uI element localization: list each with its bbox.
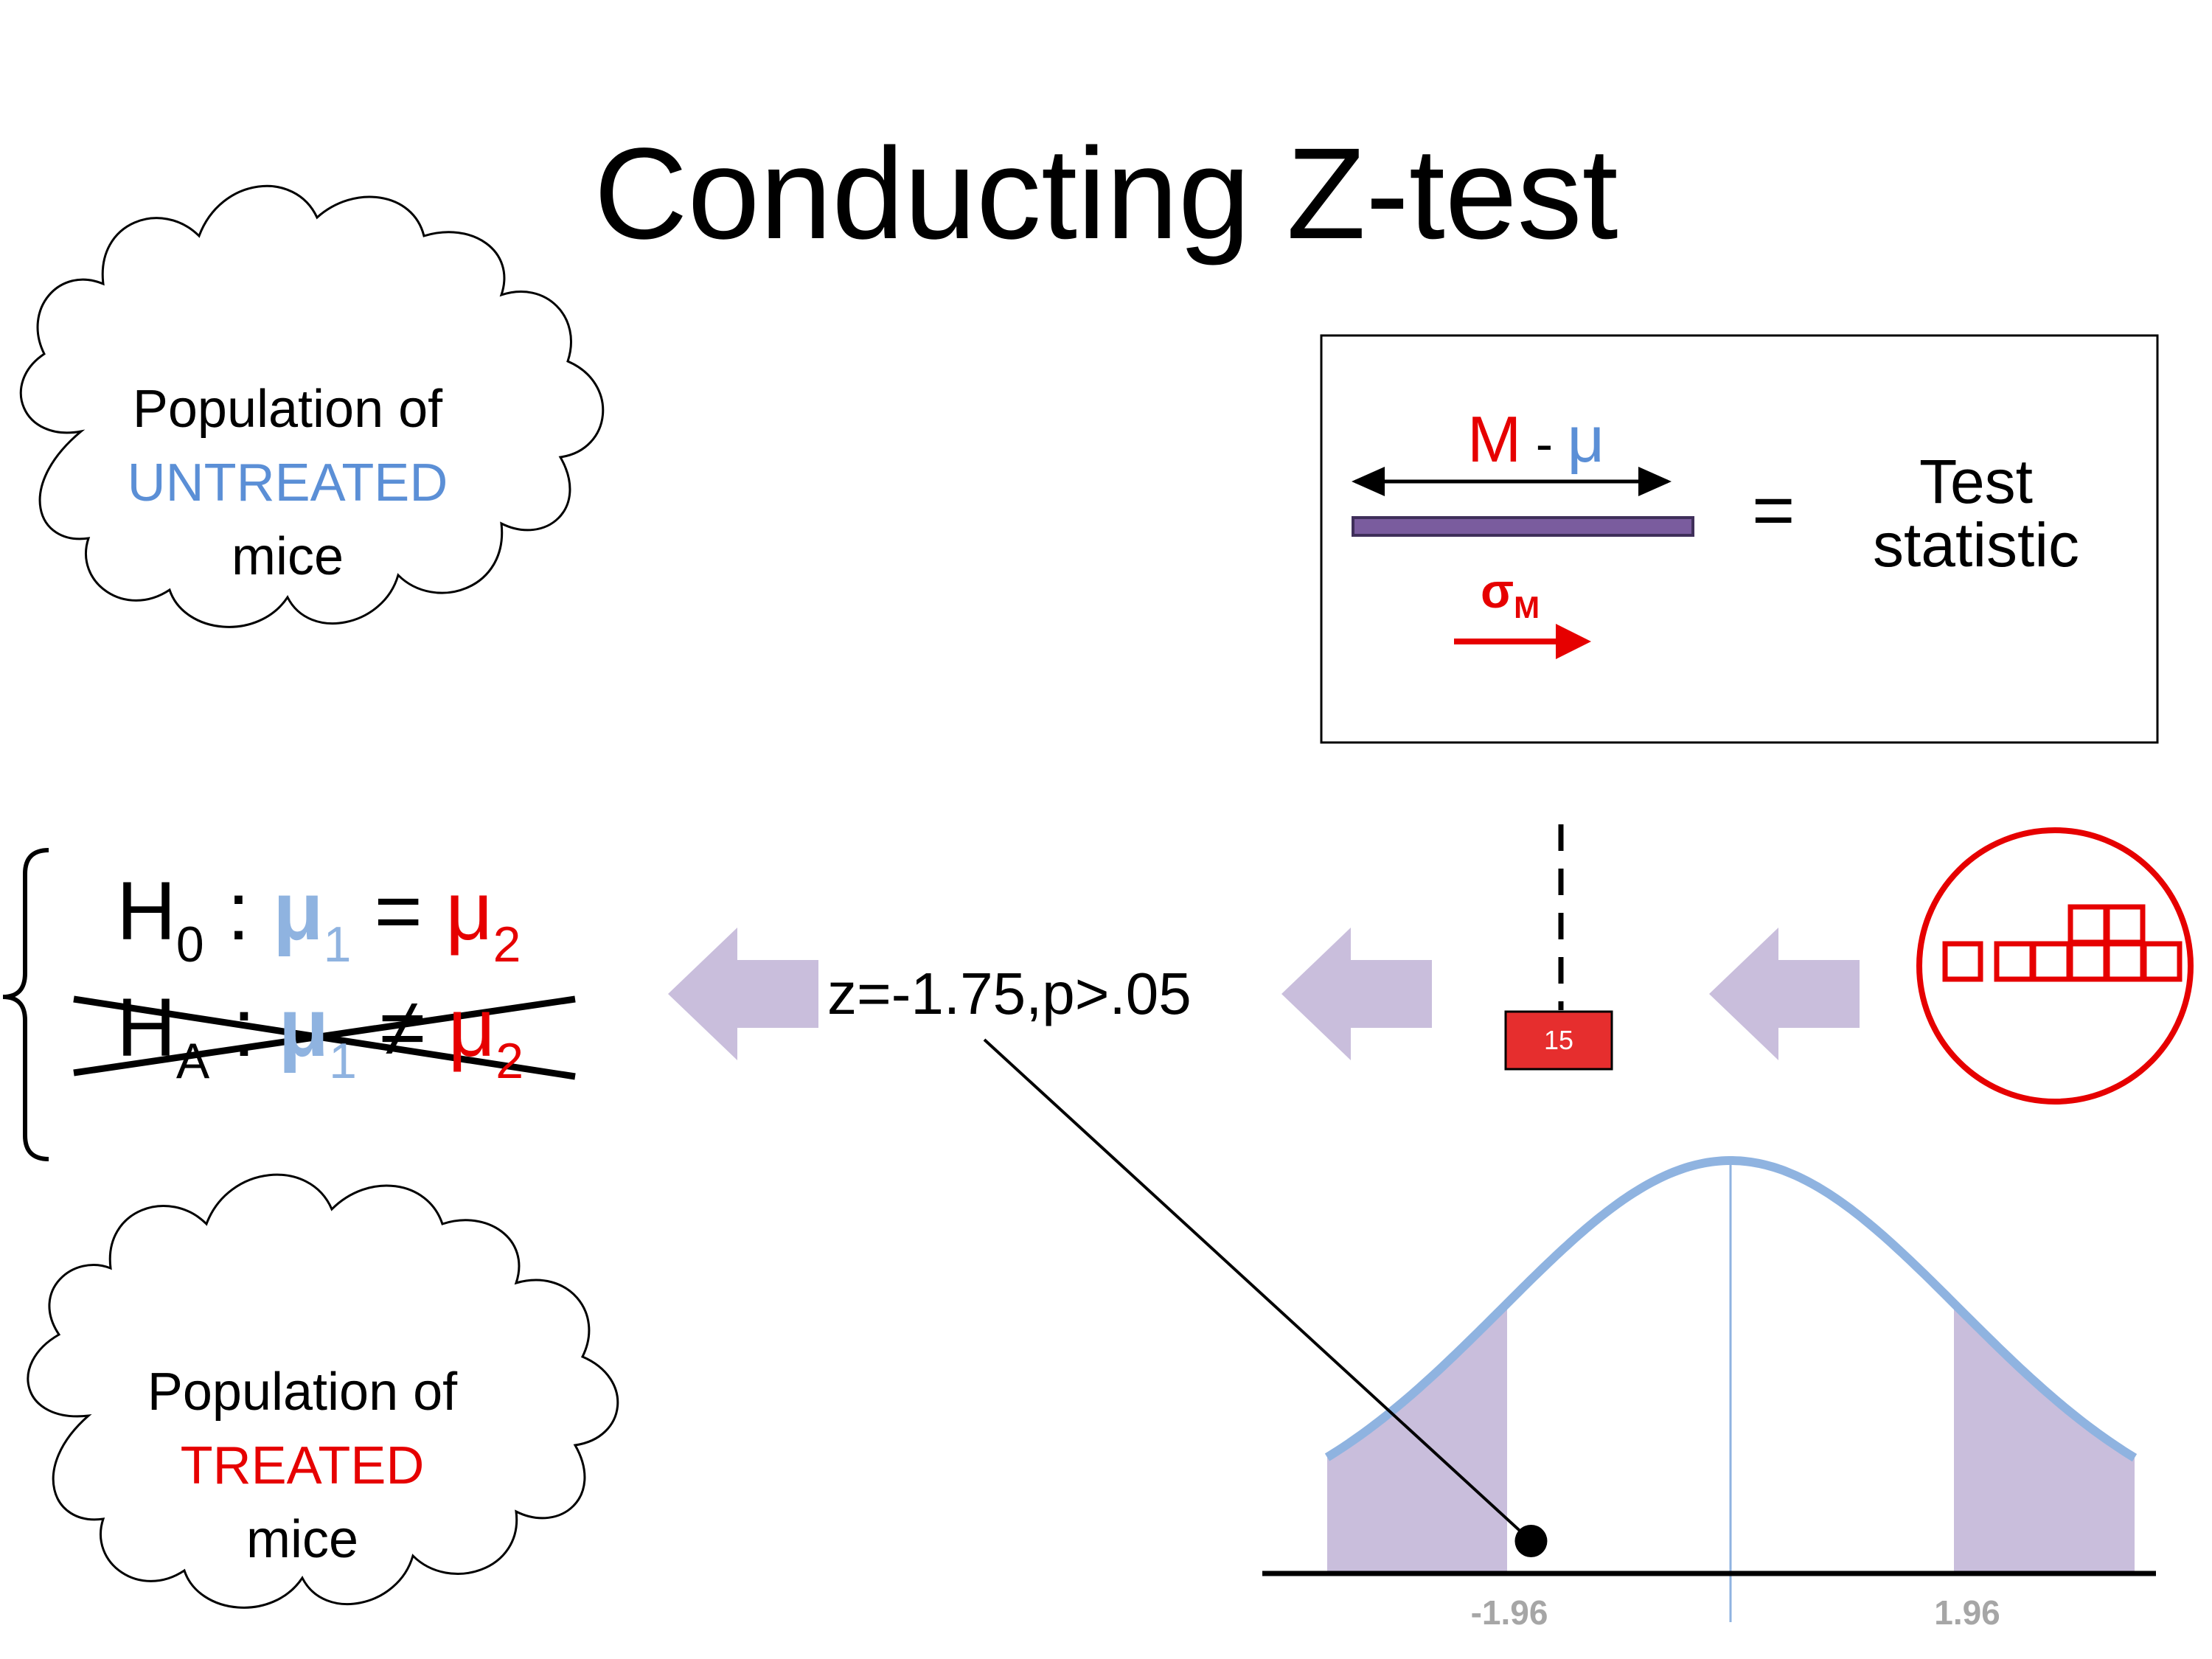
cloud-treated-label: Population of TREATED mice	[111, 1355, 494, 1576]
ha-cross-line-2	[73, 995, 576, 1077]
ha-letter: H	[116, 981, 176, 1074]
difference-bar	[1352, 516, 1694, 537]
normal-distribution	[983, 1038, 2156, 1622]
hypothesis-brace	[2, 848, 49, 1161]
ha-operator: ≠	[356, 981, 448, 1074]
h0-colon: :	[204, 865, 274, 957]
h0-letter: H	[116, 865, 176, 957]
cloud-untreated-line2: UNTREATED	[127, 453, 448, 512]
rejection-region-right	[1954, 1303, 2135, 1573]
alternative-hypothesis: HA : μ1 ≠ μ2	[116, 987, 524, 1087]
formula-mu: μ	[1567, 403, 1605, 476]
test-result: z=-1.75,p>.05	[827, 961, 1192, 1026]
sample-circle	[1916, 827, 2194, 1105]
cloud-treated-line1: Population of	[147, 1363, 458, 1422]
ha-mu1: μ1	[278, 981, 357, 1089]
h0-mu1: μ1	[273, 865, 352, 973]
cloud-treated-line2: TREATED	[180, 1436, 425, 1495]
test-statistic-line2: statistic	[1872, 510, 2080, 580]
ha-mu2: μ2	[448, 981, 524, 1089]
cloud-untreated-line3: mice	[231, 527, 344, 586]
cloud-untreated-label: Population of UNTREATED mice	[96, 372, 479, 594]
cloud-treated-shape	[27, 1173, 619, 1609]
test-statistic-line1: Test	[1919, 447, 2034, 516]
arrow-left-3	[1709, 928, 1860, 1060]
formula-sigma-m: σM	[1481, 563, 1540, 625]
observed-z-point	[1514, 1525, 1548, 1557]
arrow-left-1	[668, 928, 818, 1060]
h0-subscript: 0	[175, 917, 204, 973]
formula-numerator: M - μ	[1467, 407, 1604, 472]
formula-M: M	[1467, 403, 1522, 476]
sample-histogram-squares	[1942, 904, 2183, 982]
cloud-untreated-shape	[19, 185, 605, 628]
observed-z-pointer	[983, 1038, 1532, 1543]
cloud-treated-line3: mice	[246, 1510, 358, 1569]
test-statistic-label: Test statistic	[1836, 450, 2116, 577]
ha-subscript: A	[175, 1033, 210, 1089]
sample-value-text: 15	[1543, 1025, 1574, 1055]
critical-value-low: -1.96	[1470, 1593, 1548, 1632]
normal-curve	[1324, 1156, 2138, 1462]
sample-value-box	[1504, 1010, 1613, 1071]
formula-box	[1320, 334, 2159, 744]
null-hypothesis: H0 : μ1 = μ2	[116, 870, 521, 970]
arrow-left-2	[1281, 928, 1432, 1060]
formula-minus: -	[1521, 415, 1568, 473]
slide-title: Conducting Z-test	[594, 122, 1618, 266]
cloud-untreated-line1: Population of	[132, 380, 443, 439]
critical-value-high: 1.96	[1934, 1593, 2000, 1632]
formula-equals: =	[1752, 469, 1795, 552]
ha-colon: :	[209, 981, 279, 1074]
h0-operator: =	[351, 865, 446, 957]
h0-mu2: μ2	[445, 865, 521, 973]
